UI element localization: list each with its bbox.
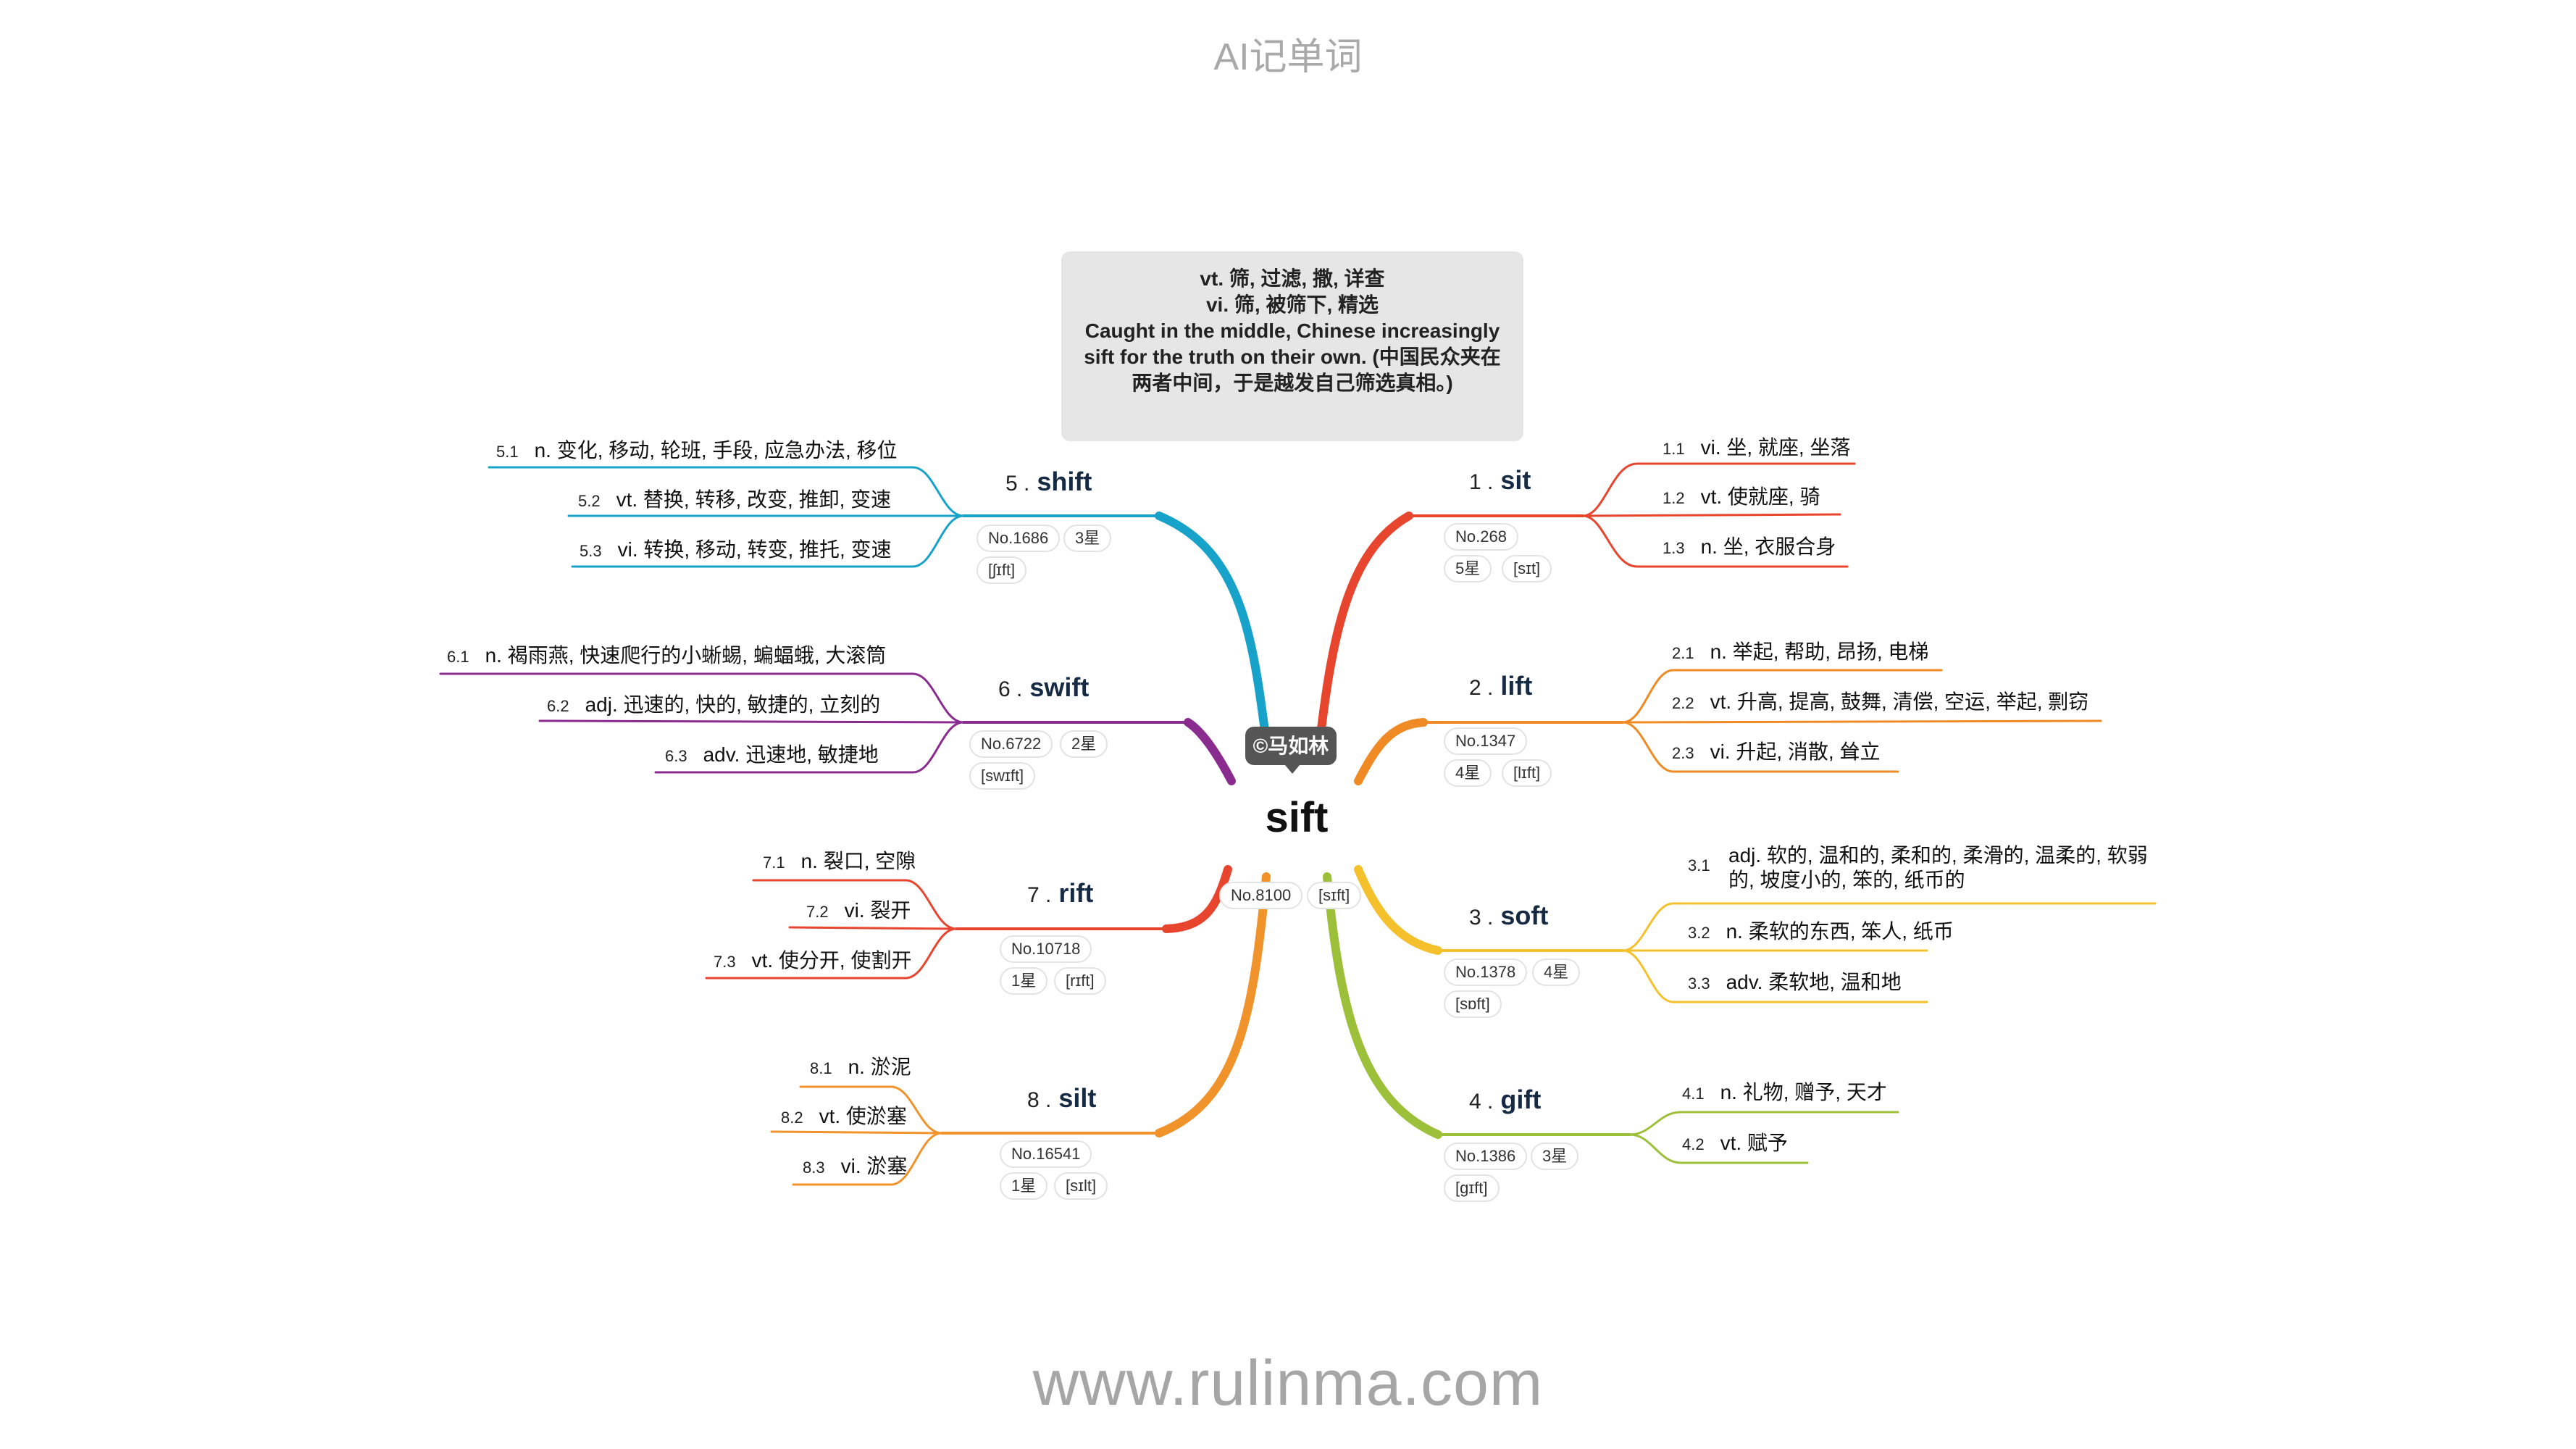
word-phonetic: [lɪft]	[1502, 759, 1552, 787]
sense-item: 3.2 n. 柔软的东西, 笨人, 纸币	[1688, 920, 1954, 943]
trunk-2	[1354, 718, 1428, 785]
sense-item: 1.1 vi. 坐, 就座, 坐落	[1663, 436, 1851, 459]
word-no: No.1386	[1444, 1143, 1528, 1170]
word-phonetic: [swɪft]	[969, 762, 1036, 790]
branch-title-7: 7 . rift	[1027, 878, 1094, 908]
center-phonetic: [sɪft]	[1307, 882, 1362, 909]
word-star: 4星	[1532, 959, 1581, 986]
trunk-1	[1314, 511, 1413, 758]
sense-item: 7.2 vi. 裂开	[806, 899, 911, 922]
sense-item: 4.2 vt. 赋予	[1682, 1132, 1788, 1154]
word-phonetic: [ʃɪft]	[977, 556, 1027, 584]
word-no: No.1347	[1444, 727, 1528, 755]
center-word: sift	[1265, 794, 1329, 841]
definition-line: vi. 筛, 被筛下, 精选	[1205, 293, 1379, 316]
trunk-3	[1354, 865, 1442, 955]
branch-title-4: 4 . gift	[1469, 1085, 1542, 1114]
trunk-4	[1323, 872, 1442, 1139]
center-no: No.8100	[1219, 882, 1303, 909]
trunk-7	[1162, 865, 1232, 933]
branch-title-3: 3 . soft	[1469, 901, 1549, 930]
word-star: 1星	[1000, 1172, 1048, 1200]
word-star: 2星	[1060, 730, 1108, 758]
branch-title-1: 1 . sit	[1469, 465, 1531, 495]
word-phonetic: [gɪft]	[1444, 1174, 1500, 1202]
word-phonetic: [sɪt]	[1502, 555, 1552, 582]
word-no: No.1686	[977, 525, 1061, 552]
sense-item: 1.2 vt. 使就座, 骑	[1663, 485, 1820, 508]
word-no: No.1378	[1444, 959, 1528, 986]
word-no: No.268	[1444, 523, 1518, 551]
sense-item: 6.2 adj. 迅速的, 快的, 敏捷的, 立刻的	[547, 693, 881, 716]
sense-item: 2.2 vt. 升高, 提高, 鼓舞, 清偿, 空运, 举起, 剽窃	[1672, 690, 2089, 713]
sense-item: 7.1 n. 裂口, 空隙	[763, 850, 916, 872]
trunk-6	[1184, 718, 1236, 785]
word-star: 3星	[1531, 1143, 1579, 1170]
word-star: 1星	[1000, 967, 1048, 995]
definition-box: vt. 筛, 过滤, 撒, 详查 vi. 筛, 被筛下, 精选 Caught i…	[1061, 251, 1523, 441]
site-url: www.rulinma.com	[1032, 1347, 1544, 1419]
word-star: 5星	[1444, 555, 1492, 582]
definition-line: vt. 筛, 过滤, 撒, 详查	[1200, 267, 1385, 290]
word-phonetic: [rɪft]	[1054, 967, 1106, 995]
branch-title-8: 8 . silt	[1027, 1083, 1097, 1113]
sense-item: 2.1 n. 举起, 帮助, 昂扬, 电梯	[1672, 640, 1929, 663]
branch-title-6: 6 . swift	[998, 672, 1090, 702]
word-star: 4星	[1444, 759, 1492, 787]
sense-item: 5.3 vi. 转换, 移动, 转变, 推托, 变速	[580, 538, 892, 561]
trunk-8	[1155, 872, 1271, 1137]
word-star: 3星	[1063, 525, 1112, 552]
trunk-5	[1155, 511, 1272, 758]
sense-item: 3.1 adj. 软的, 温和的, 柔和的, 柔滑的, 温柔的, 软弱的, 坡度小…	[1688, 844, 2148, 891]
sense-item: 3.3 adv. 柔软地, 温和地	[1688, 971, 1902, 993]
word-no: No.10718	[1000, 935, 1092, 963]
sense-item: 8.2 vt. 使淤塞	[781, 1105, 907, 1127]
branch-title-5: 5 . shift	[1005, 467, 1092, 496]
sense-item: 5.1 n. 变化, 移动, 轮班, 手段, 应急办法, 移位	[496, 439, 898, 462]
word-no: No.6722	[969, 730, 1053, 758]
sense-item: 8.1 n. 淤泥	[810, 1056, 911, 1078]
app-title: AI记单词	[1213, 36, 1363, 78]
branch-title-2: 2 . lift	[1469, 671, 1533, 701]
sense-item: 7.3 vt. 使分开, 使割开	[714, 949, 912, 972]
definition-example: Caught in the middle, Chinese increasing…	[1084, 320, 1501, 394]
word-no: No.16541	[1000, 1140, 1092, 1168]
sense-item: 1.3 n. 坐, 衣服合身	[1663, 535, 1836, 558]
sense-item: 2.3 vi. 升起, 消散, 耸立	[1672, 740, 1881, 763]
word-phonetic: [sɪlt]	[1054, 1172, 1108, 1200]
sense-item: 4.1 n. 礼物, 赠予, 天才	[1682, 1081, 1887, 1103]
sense-item: 5.2 vt. 替换, 转移, 改变, 推卸, 变速	[578, 488, 892, 511]
watermark-badge: ©马如林	[1245, 727, 1337, 774]
sense-item: 6.1 n. 褐雨燕, 快速爬行的小蜥蜴, 蝙蝠蛾, 大滚筒	[447, 644, 887, 667]
sense-item: 6.3 adv. 迅速地, 敏捷地	[665, 743, 879, 766]
word-phonetic: [sɒft]	[1444, 990, 1502, 1018]
sense-item: 8.3 vi. 淤塞	[803, 1155, 908, 1177]
